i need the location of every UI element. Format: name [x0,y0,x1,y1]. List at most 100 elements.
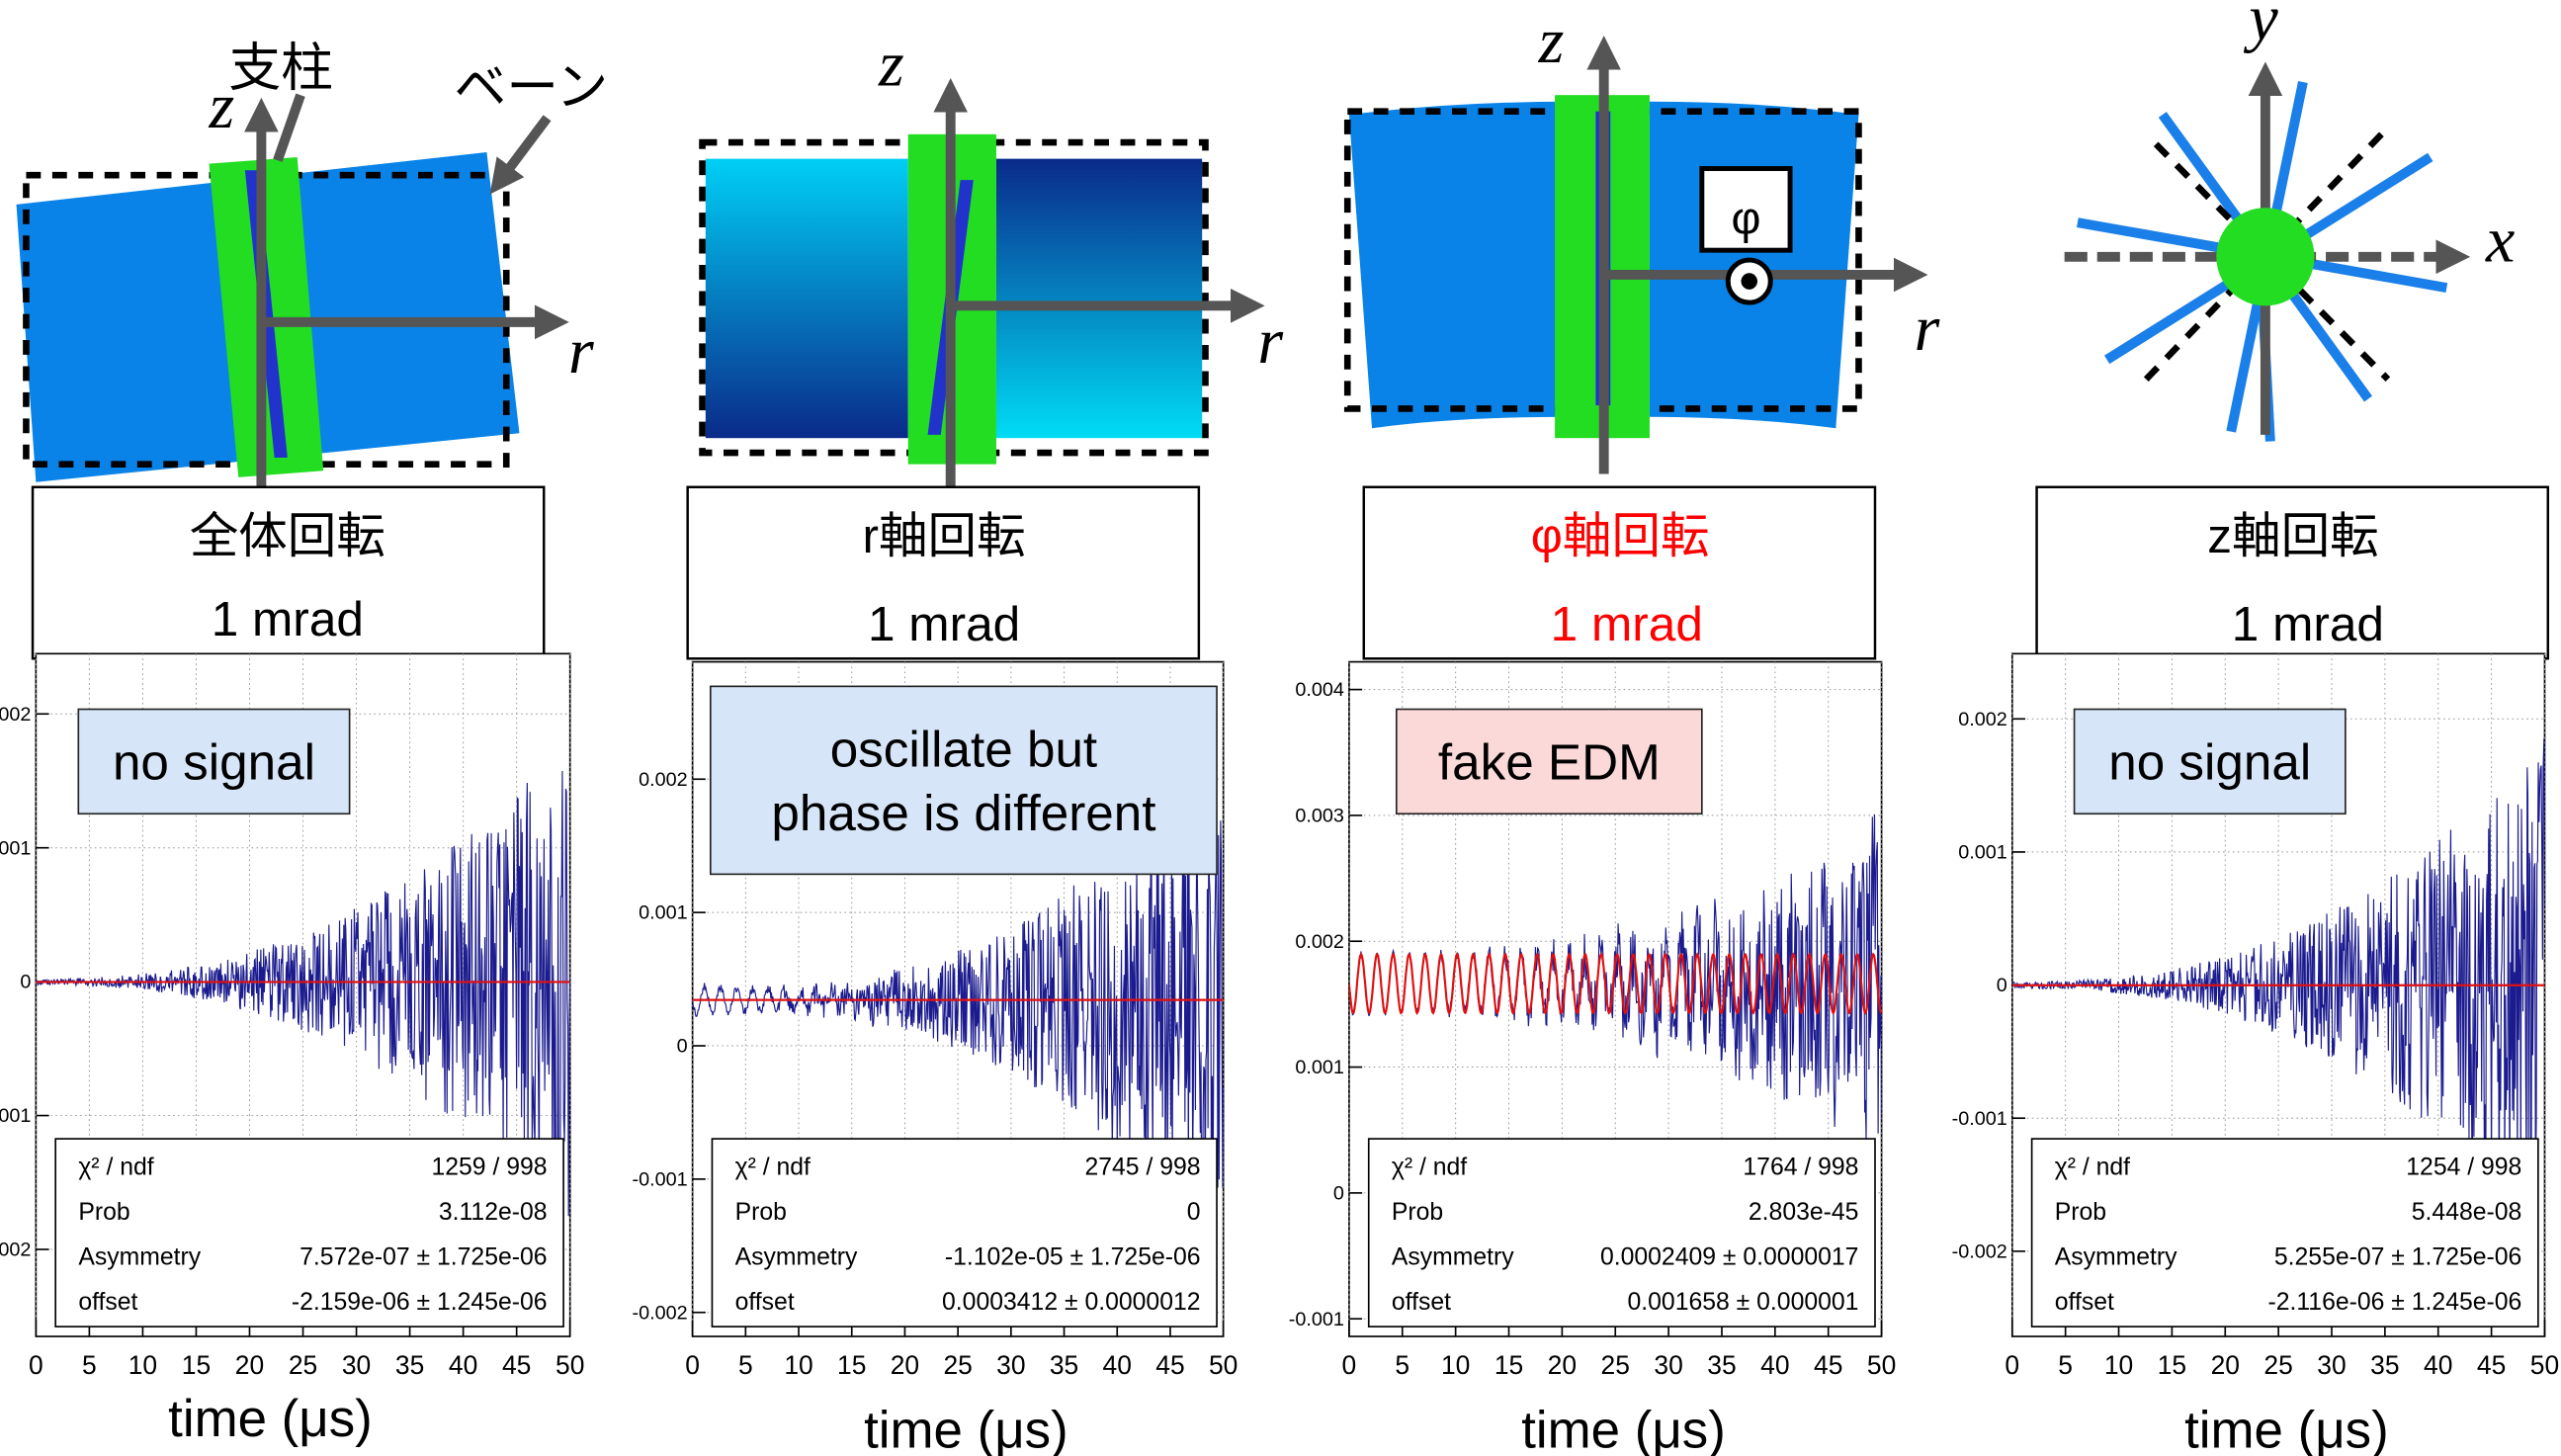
stats-label: Prob [78,1199,129,1226]
stats-label: χ² / ndf [2055,1154,2130,1180]
x-tick-label: 5 [1395,1350,1409,1380]
annotation: phase is different [771,785,1155,841]
stats-value: 0.0002409 ± 0.0000017 [1600,1243,1859,1270]
box-title: z軸回転 [2207,508,2378,563]
box-title: φ軸回転 [1531,508,1710,563]
axis-label: z [1538,5,1565,77]
stats-box [711,1138,1218,1328]
stats-label: Asymmetry [78,1243,201,1270]
diagram-global: z r 支柱 ベーン [16,39,608,491]
x-tick-label: 20 [235,1350,264,1380]
x-tick-label: 45 [502,1350,531,1380]
y-tick-label: 0.001 [1958,842,2007,864]
signal-trace [2011,738,2545,1195]
stats-value: 2745 / 998 [1084,1154,1200,1180]
y-tick-label: 0.002 [1295,931,1344,953]
part-label: ベーン [454,58,608,117]
x-tick-label: 50 [1209,1350,1238,1380]
annotation-box [709,685,1218,876]
plot: -0.002 -0.001 0 0.001 0.002 0 5 10 15 20 25 30 35 40 4… [632,660,1238,1456]
axis-label: z [878,28,904,100]
diagram-z: y x [2064,0,2515,442]
x-tick-label: 15 [1494,1350,1523,1380]
x-tick-label: 35 [2370,1350,2399,1380]
stats-label: Prob [1392,1199,1443,1226]
diagram-r: z r [699,28,1283,494]
stats-value: 0 [1187,1199,1201,1226]
y-tick-label: 0 [1333,1182,1344,1204]
x-tick-label: 10 [1441,1350,1470,1380]
stats-box [1367,1138,1876,1328]
x-tick-label: 25 [1601,1350,1630,1380]
box-title: r軸回転 [862,508,1025,563]
stats-value: 1764 / 998 [1743,1154,1858,1180]
box-value: 1 mrad [868,596,1020,651]
box-value: 1 mrad [2232,596,2384,651]
y-tick-label: -0.001 [632,1168,687,1190]
x-tick-label: 0 [2005,1350,2019,1380]
x-tick-label: 15 [182,1350,211,1380]
x-tick-label: 45 [1814,1350,1842,1380]
annotation: oscillate but [830,721,1097,777]
x-tick-label: 40 [1103,1350,1132,1380]
axis-label: y [2243,0,2278,54]
x-tick-label: 20 [2211,1350,2240,1380]
stats-label: χ² / ndf [1392,1154,1467,1180]
x-tick-label: 50 [555,1350,584,1380]
y-tick-label: -0.001 [0,1105,31,1127]
x-tick-label: 25 [943,1350,972,1380]
x-tick-label: 30 [1654,1350,1682,1380]
x-tick-label: 45 [1155,1350,1184,1380]
annotation-box [77,708,351,815]
annotation-box [2073,708,2347,815]
plot: -0.001 0 0.001 0.002 0.003 0.004 0 5 10 15 20 25 30 3… [1289,660,1896,1456]
y-tick-label: 0.003 [1295,806,1344,827]
y-tick-label: -0.002 [632,1302,687,1324]
y-tick-label: 0.001 [639,902,688,924]
part-label: 支柱 [228,39,333,97]
stats-label: offset [1392,1289,1451,1316]
rotation-boxes: 全体回転 1 mrad r軸回転 1 mrad φ軸回転 1 mrad z軸回転… [31,485,2550,660]
plot: -0.002 -0.001 0 0.001 0.002 0 5 10 15 20 25 30 35 40 4… [1952,652,2559,1456]
stats-box [54,1138,564,1328]
stats-value: 5.448e-08 [2412,1199,2522,1226]
stats-label: offset [78,1289,137,1316]
stats-label: Asymmetry [2055,1243,2177,1270]
x-tick-label: 5 [738,1350,753,1380]
x-axis-title: time (μs) [864,1401,1068,1456]
x-tick-label: 15 [837,1350,866,1380]
signal-trace [692,791,1224,1223]
annotation-box [1395,708,1703,815]
y-tick-label: -0.001 [1952,1108,2007,1130]
x-tick-label: 25 [2263,1350,2292,1380]
x-axis-title: time (μs) [168,1390,373,1448]
y-tick-label: 0.001 [0,837,31,859]
x-tick-label: 0 [1342,1350,1357,1380]
box-value: 1 mrad [1551,596,1703,651]
axis-label: x [2485,205,2515,277]
y-tick-label: 0.001 [1295,1057,1344,1078]
x-axis-title: time (μs) [2184,1401,2389,1456]
x-tick-label: 45 [2477,1350,2506,1380]
axis-label: r [1257,305,1283,378]
stats-label: χ² / ndf [78,1154,153,1180]
x-tick-label: 30 [342,1350,371,1380]
x-tick-label: 50 [2530,1350,2559,1380]
x-tick-label: 5 [2058,1350,2073,1380]
x-tick-label: 35 [1707,1350,1736,1380]
stats-value: 5.255e-07 ± 1.725e-06 [2274,1243,2521,1270]
y-tick-label: 0 [1997,975,2007,996]
x-tick-label: 0 [685,1350,700,1380]
stats-label: Asymmetry [735,1243,858,1270]
stats-value: 3.112e-08 [439,1199,548,1226]
y-tick-label: 0 [677,1036,688,1058]
diagram-phi: z r φ [1343,5,1940,474]
x-tick-label: 30 [996,1350,1025,1380]
x-axis-title: time (μs) [1521,1401,1726,1456]
y-tick-label: 0.002 [1958,709,2007,730]
x-tick-label: 20 [1548,1350,1577,1380]
stats-value: 1254 / 998 [2406,1154,2521,1180]
stats-value: 0.001658 ± 0.000001 [1628,1289,1859,1316]
x-tick-label: 15 [2158,1350,2186,1380]
